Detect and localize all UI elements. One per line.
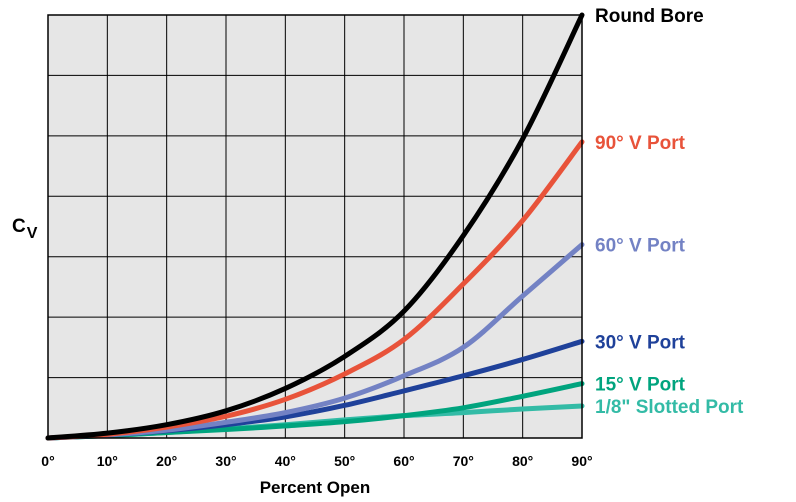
y-axis-label: CV (12, 216, 38, 242)
x-tick-label: 70° (453, 453, 474, 469)
x-axis-label: Percent Open (260, 478, 371, 497)
x-tick-label: 30° (215, 453, 236, 469)
plot-frame (47, 14, 583, 439)
x-tick-label: 10° (97, 453, 118, 469)
series-label-90-v-port: 90° V Port (595, 133, 686, 154)
series-label-15-v-port: 15° V Port (595, 375, 686, 396)
x-tick-label: 80° (512, 453, 533, 469)
x-tick-label: 40° (275, 453, 296, 469)
series-label-30-v-port: 30° V Port (595, 332, 686, 353)
x-tick-label: 0° (41, 453, 54, 469)
x-tick-labels: 0° 10° 20° 30° 40° 50° 60° 70° 80° 90° (41, 453, 592, 469)
series-labels: Round Bore 90° V Port 60° V Port 30° V Port… (595, 6, 744, 418)
series-label-round-bore: Round Bore (595, 6, 704, 27)
x-tick-label: 20° (156, 453, 177, 469)
x-tick-label: 60° (393, 453, 414, 469)
x-tick-label: 50° (334, 453, 355, 469)
x-tick-label: 90° (571, 453, 592, 469)
y-axis-label-subscript: V (27, 225, 38, 242)
y-axis-label-main: C (12, 216, 26, 237)
series-label-60-v-port: 60° V Port (595, 236, 686, 257)
series-lines (45, 12, 585, 441)
series-line-round-bore (45, 12, 585, 441)
series-label-1-8-slotted-port: 1/8" Slotted Port (595, 397, 744, 418)
